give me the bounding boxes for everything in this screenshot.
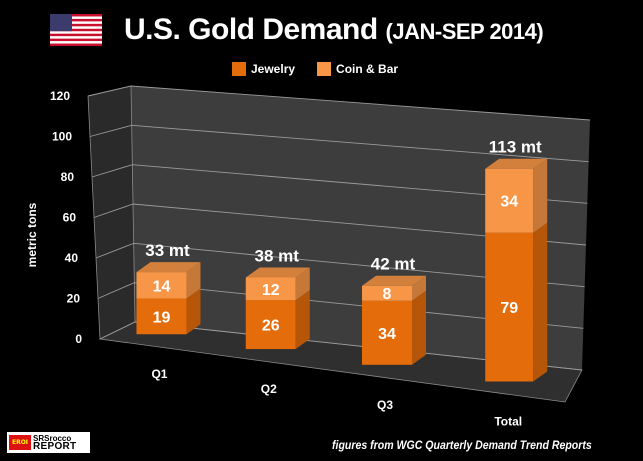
- gridlines: [87, 85, 591, 371]
- legend-item-jewelry: Jewelry: [232, 62, 295, 76]
- bar-value-label: 79: [500, 300, 518, 317]
- bar-value-label: 26: [262, 318, 280, 335]
- bar-value-label: 19: [153, 309, 171, 326]
- legend-swatch-jewelry: [232, 62, 246, 76]
- bar-total-label: 42 mt: [371, 255, 416, 274]
- gridline: [97, 282, 584, 329]
- side-wall: [87, 85, 136, 340]
- bar-side-face: [186, 288, 201, 335]
- bar-value-label: 34: [500, 194, 518, 211]
- title-main: U.S. Gold Demand: [124, 13, 378, 46]
- chart-title: U.S. Gold Demand (JAN-SEP 2014): [124, 13, 544, 47]
- legend-label-jewelry: Jewelry: [251, 62, 296, 76]
- us-flag-icon: [50, 14, 102, 46]
- bar-side-face: [295, 267, 310, 301]
- bar-value-label: 8: [383, 286, 392, 303]
- gridline: [89, 124, 589, 163]
- bar-top-face: [136, 262, 201, 273]
- x-tick-label: Q1: [151, 367, 167, 381]
- bar-segment-coin-bar: [245, 277, 296, 301]
- bar-stack: 34 8 42 mt: [362, 255, 426, 365]
- gridline: [99, 321, 583, 371]
- bar-segment-coin-bar: [136, 272, 187, 299]
- bar-total-label: 38 mt: [255, 246, 300, 265]
- bar-stack: 26 12 38 mt: [245, 246, 310, 350]
- y-tick-label: 60: [63, 211, 77, 225]
- bar-side-face: [295, 290, 310, 350]
- bar-stack: 79 34 113 mt: [485, 138, 548, 382]
- y-tick-label: 80: [61, 170, 75, 184]
- gridline: [93, 203, 587, 246]
- source-note: figures from WGC Quarterly Demand Trend …: [332, 438, 592, 452]
- bar-segment-jewelry: [245, 300, 296, 350]
- y-tick-labels: 0 20 40 60 80 100 120: [50, 89, 82, 346]
- bar-segment-coin-bar: [485, 168, 534, 233]
- bar-total-label: 113 mt: [489, 138, 542, 157]
- logo-badge: EROI: [9, 435, 31, 450]
- bar-side-face: [533, 222, 548, 382]
- gridline: [95, 242, 585, 288]
- bar-value-label: 34: [378, 326, 396, 343]
- bar-value-label: 12: [262, 282, 280, 299]
- gridline: [87, 85, 591, 121]
- y-tick-label: 40: [65, 251, 79, 265]
- gridline: [91, 164, 588, 204]
- bar-stack: 19 14 33 mt: [136, 241, 201, 335]
- logo-line2: REPORT: [33, 440, 77, 452]
- x-tick-labels: Q1 Q2 Q3 Total: [151, 367, 522, 428]
- y-tick-label: 0: [75, 332, 82, 346]
- y-tick-label: 20: [67, 292, 81, 306]
- bar-total-label: 33 mt: [145, 241, 190, 260]
- bar-segment-jewelry: [485, 232, 534, 382]
- bars: 19 14 33 mt 26 12 38 mt 34 8 42 mt 79 34 113 mt: [136, 138, 548, 382]
- bar-top-face: [245, 267, 310, 278]
- bar-side-face: [533, 158, 548, 233]
- bar-segment-coin-bar: [362, 285, 412, 301]
- title-sub: (JAN-SEP 2014): [385, 19, 544, 44]
- y-axis-label: metric tons: [25, 202, 39, 268]
- bar-side-face: [186, 262, 201, 299]
- bar-segment-jewelry: [362, 300, 412, 365]
- x-tick-label: Total: [494, 414, 522, 428]
- y-tick-label: 120: [50, 89, 70, 103]
- bar-side-face: [412, 290, 426, 365]
- legend: Jewelry Coin & Bar: [232, 62, 412, 76]
- bar-value-label: 14: [153, 278, 171, 295]
- bar-segment-jewelry: [136, 298, 187, 335]
- legend-item-coin-bar: Coin & Bar: [317, 62, 398, 76]
- y-tick-label: 100: [52, 130, 72, 144]
- x-tick-label: Q2: [261, 382, 277, 396]
- srsrocco-logo: EROI SRSrocco REPORT: [7, 432, 90, 453]
- legend-swatch-coin-bar: [317, 62, 332, 76]
- x-tick-label: Q3: [377, 398, 393, 412]
- bar-top-face: [485, 158, 548, 169]
- legend-label-coin-bar: Coin & Bar: [336, 62, 399, 76]
- bar-top-face: [362, 275, 426, 286]
- logo-line1: SRSrocco: [33, 433, 72, 443]
- bar-side-face: [412, 275, 426, 301]
